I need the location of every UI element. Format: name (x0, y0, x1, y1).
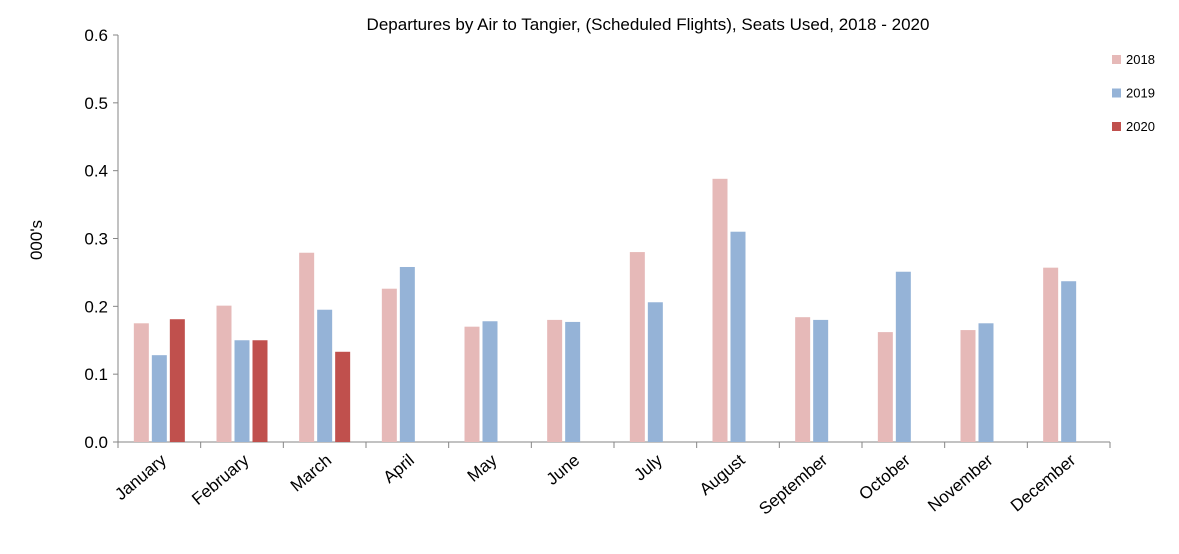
bar (133, 323, 149, 442)
bar (381, 288, 397, 442)
bar (1061, 281, 1077, 442)
x-tick-label: January (111, 450, 170, 504)
bar (299, 252, 315, 442)
x-tick-label: November (924, 450, 997, 515)
bar (252, 340, 268, 442)
y-tick-label: 0.0 (84, 433, 108, 452)
bar (234, 340, 250, 442)
y-tick-label: 0.5 (84, 94, 108, 113)
bar (647, 302, 663, 442)
y-tick-label: 0.6 (84, 26, 108, 45)
x-tick-label: February (188, 450, 253, 509)
legend-label: 2019 (1126, 86, 1155, 101)
x-tick-label: July (631, 450, 667, 484)
bar (978, 323, 994, 442)
bar (1043, 267, 1059, 442)
bar (795, 317, 811, 442)
x-tick-label: December (1007, 450, 1080, 515)
legend-swatch (1112, 88, 1121, 98)
x-tick-label: June (543, 451, 583, 489)
x-tick-label: April (380, 451, 418, 487)
bar (730, 231, 746, 442)
bar (151, 355, 167, 442)
bar (464, 326, 480, 442)
x-tick-label: September (755, 450, 831, 518)
chart-title: Departures by Air to Tangier, (Scheduled… (367, 15, 930, 34)
x-tick-label: May (464, 450, 501, 486)
y-tick-label: 0.4 (84, 162, 108, 181)
legend-label: 2018 (1126, 52, 1155, 67)
legend-label: 2020 (1126, 119, 1155, 134)
legend-swatch (1112, 55, 1121, 64)
bar (877, 332, 893, 442)
bar (216, 305, 232, 442)
x-tick-label: October (855, 450, 914, 504)
bar (335, 351, 351, 442)
bar (629, 252, 645, 442)
legend-swatch (1112, 122, 1121, 131)
y-tick-label: 0.3 (84, 230, 108, 249)
x-tick-label: August (696, 450, 749, 499)
bar (565, 321, 581, 442)
bar (482, 321, 498, 442)
bar (317, 309, 333, 442)
bar (712, 178, 728, 442)
bar (960, 330, 976, 442)
bar (895, 271, 911, 442)
y-tick-label: 0.1 (84, 365, 108, 384)
bar (547, 319, 563, 442)
y-axis-label: 000's (27, 220, 46, 260)
bar (399, 266, 415, 442)
y-tick-label: 0.2 (84, 297, 108, 316)
bar (169, 319, 185, 442)
bar (813, 319, 829, 442)
x-tick-label: March (287, 451, 335, 496)
